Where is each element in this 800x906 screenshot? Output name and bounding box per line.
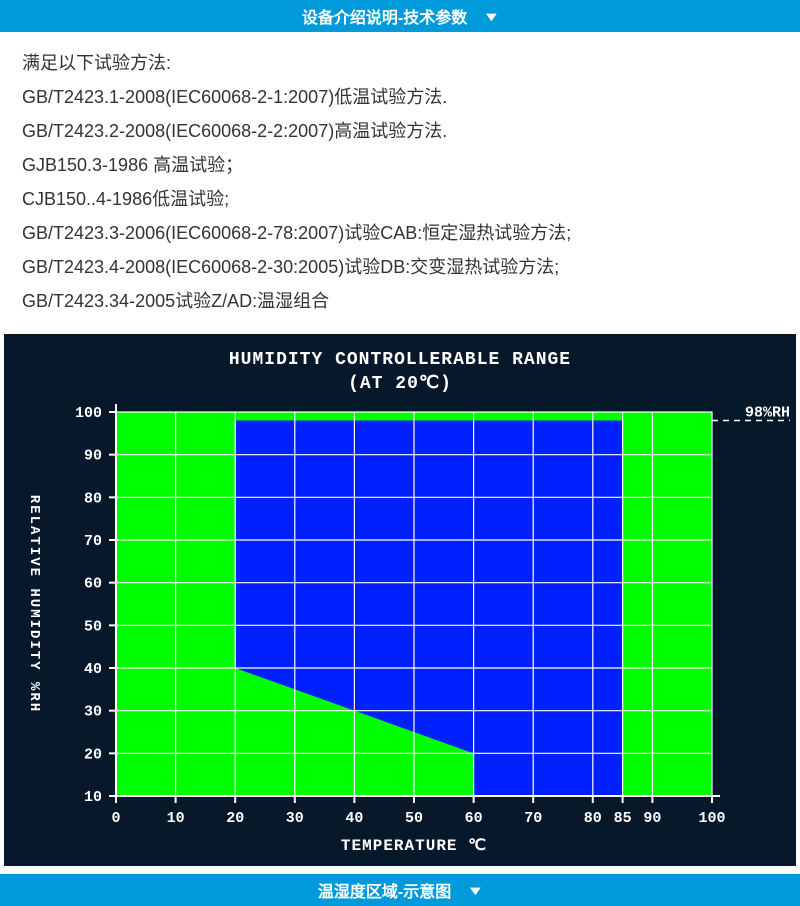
standards-text-block: 满足以下试验方法: GB/T2423.1-2008(IEC60068-2-1:2… <box>0 32 800 334</box>
svg-text:20: 20 <box>84 746 102 763</box>
section-header-zone-diagram: 温湿度区域-示意图 ▼ <box>0 874 800 906</box>
svg-text:HUMIDITY CONTROLLERABLE RANGE: HUMIDITY CONTROLLERABLE RANGE <box>229 350 571 370</box>
standards-line: GB/T2423.2-2008(IEC60068-2-2:2007)高温试验方法… <box>22 114 778 148</box>
section-header-title: 温湿度区域-示意图 <box>318 878 451 902</box>
section-header-title: 设备介绍说明-技术参数 <box>302 4 467 28</box>
svg-text:(AT 20℃): (AT 20℃) <box>348 374 452 394</box>
chevron-down-icon: ▼ <box>483 9 501 24</box>
chevron-down-icon: ▼ <box>467 883 485 898</box>
svg-text:60: 60 <box>465 810 483 827</box>
standards-line: GB/T2423.3-2006(IEC60068-2-78:2007)试验CAB… <box>22 216 778 250</box>
humidity-chart-container: 98%RH 0 10 20 30 40 50 60 70 80 85 90 100 10 20 30 40 50 6… <box>4 334 796 866</box>
svg-text:30: 30 <box>84 704 102 721</box>
svg-text:0: 0 <box>111 810 120 827</box>
svg-text:85: 85 <box>614 810 632 827</box>
svg-text:100: 100 <box>75 405 102 422</box>
svg-text:98%RH: 98%RH <box>745 405 790 422</box>
svg-text:100: 100 <box>698 810 725 827</box>
standards-line: GB/T2423.4-2008(IEC60068-2-30:2005)试验DB:… <box>22 250 778 284</box>
section-header-tech-params: 设备介绍说明-技术参数 ▼ <box>0 0 800 32</box>
svg-text:40: 40 <box>345 810 363 827</box>
svg-text:TEMPERATURE ℃: TEMPERATURE ℃ <box>341 837 487 855</box>
svg-text:70: 70 <box>84 533 102 550</box>
svg-text:80: 80 <box>584 810 602 827</box>
svg-text:40: 40 <box>84 661 102 678</box>
svg-text:10: 10 <box>167 810 185 827</box>
standards-line: GB/T2423.34-2005试验Z/AD:温湿组合 <box>22 284 778 318</box>
svg-text:90: 90 <box>84 448 102 465</box>
humidity-chart: 98%RH 0 10 20 30 40 50 60 70 80 85 90 100 10 20 30 40 50 6… <box>4 334 796 866</box>
svg-text:70: 70 <box>524 810 542 827</box>
standards-line: GJB150.3-1986 高温试验； <box>22 148 778 182</box>
svg-text:10: 10 <box>84 789 102 806</box>
standards-line: CJB150..4-1986低温试验; <box>22 182 778 216</box>
svg-text:RELATIVE HUMIDITY %RH: RELATIVE HUMIDITY %RH <box>26 495 42 713</box>
svg-text:60: 60 <box>84 576 102 593</box>
svg-text:30: 30 <box>286 810 304 827</box>
standards-line: 满足以下试验方法: <box>22 46 778 80</box>
svg-text:20: 20 <box>226 810 244 827</box>
svg-text:80: 80 <box>84 490 102 507</box>
svg-text:50: 50 <box>84 618 102 635</box>
svg-text:90: 90 <box>643 810 661 827</box>
svg-text:50: 50 <box>405 810 423 827</box>
standards-line: GB/T2423.1-2008(IEC60068-2-1:2007)低温试验方法… <box>22 80 778 114</box>
